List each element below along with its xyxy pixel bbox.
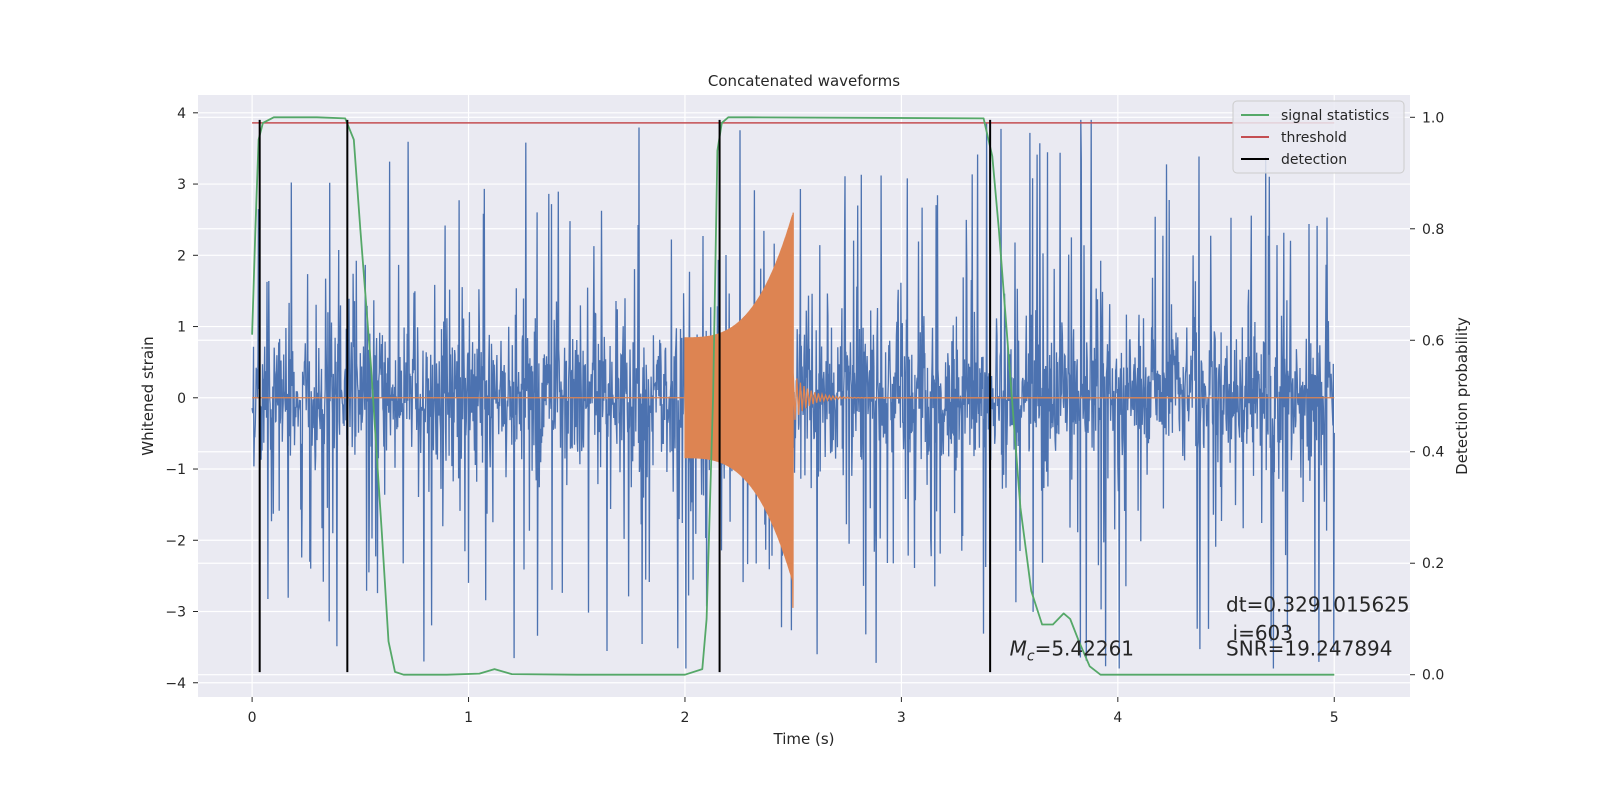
annotation-text: dt=0.3291015625 <box>1226 593 1410 617</box>
x-tick-label: 4 <box>1113 710 1122 726</box>
x-tick-label: 0 <box>248 710 257 726</box>
annotation-value: =5.42261 <box>1035 637 1134 661</box>
legend-box <box>1232 100 1405 174</box>
legend-label: signal statistics <box>1281 108 1389 124</box>
x-tick-label: 3 <box>897 710 906 726</box>
y-tick-label: 2 <box>177 248 186 264</box>
y2-tick-label: 0.4 <box>1422 445 1444 461</box>
y-tick-label: −3 <box>165 605 186 621</box>
y2-tick-label: 0.8 <box>1422 222 1444 238</box>
annotation-subscript: c <box>1027 649 1035 665</box>
y2-tick-label: 0.0 <box>1422 668 1444 684</box>
y-tick-label: 1 <box>177 320 186 336</box>
chart-title: Concatenated waveforms <box>708 72 900 90</box>
data-layer <box>251 116 1335 676</box>
y-tick-label: −2 <box>165 533 186 549</box>
annotation-text: i=603 <box>1233 621 1294 645</box>
annotation-text: Mc=5.42261 <box>1010 637 1134 665</box>
y-axis-label: Whitened strain <box>139 336 157 455</box>
x-tick-label: 2 <box>681 710 690 726</box>
y2-tick-label: 0.6 <box>1422 333 1444 349</box>
annotation-text: SNR=19.247894 <box>1226 637 1392 661</box>
y-tick-label: −4 <box>165 676 186 692</box>
legend-label: detection <box>1281 152 1347 168</box>
y-tick-label: 0 <box>177 391 186 407</box>
y-tick-label: 4 <box>177 106 186 122</box>
y-tick-label: 3 <box>177 177 186 193</box>
x-tick-label: 1 <box>464 710 473 726</box>
legend-label: threshold <box>1281 130 1347 146</box>
signal-statistics-line <box>251 116 1335 676</box>
x-axis-label: Time (s) <box>773 730 835 748</box>
y2-axis-label: Detection probability <box>1453 317 1471 475</box>
legend: signal statistics threshold detection <box>1232 100 1405 174</box>
annotation-symbol: M <box>1010 637 1027 661</box>
y2-tick-label: 1.0 <box>1422 110 1444 126</box>
y-tick-label: −1 <box>165 462 186 478</box>
axes: 0 1 2 3 4 5 −4 −3 −2 −1 0 1 2 3 4 0.0 0.2 0.4 0.6 0.8 1.0 <box>165 106 1444 726</box>
x-tick-label: 5 <box>1330 710 1339 726</box>
injection-series-line <box>252 212 1335 608</box>
y2-tick-label: 0.2 <box>1422 556 1444 572</box>
